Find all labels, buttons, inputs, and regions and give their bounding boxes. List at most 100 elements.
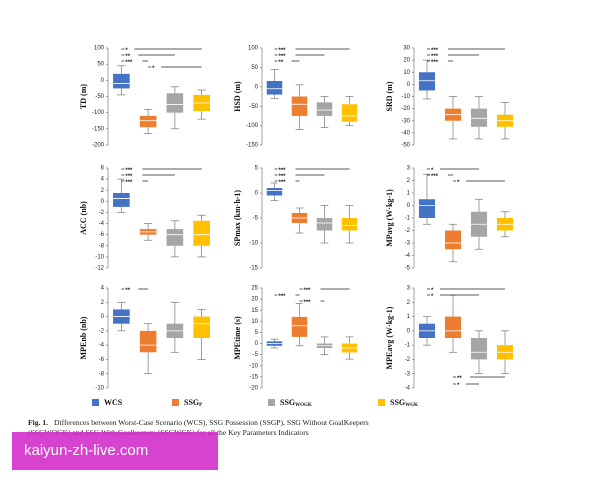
y-tick-label: -50 [401,143,410,149]
y-tick-label: 2 [407,178,411,184]
legend-swatch [268,399,275,406]
y-tick-label: -20 [249,386,258,392]
legend-sub: WOGK [295,403,312,408]
label-bg [430,52,448,58]
y-tick-label: -40 [401,130,410,136]
significance-label: *** [279,174,287,180]
box [113,73,130,89]
y-tick-label: 0 [101,314,105,320]
box [193,316,210,338]
label-bg [277,46,296,52]
significance-label: ** [457,376,462,382]
y-tick-label: 30 [403,46,410,52]
y-tick-label: 2 [407,300,411,306]
y-tick-label: 2 [101,300,105,306]
legend-name: SSG [184,398,199,407]
significance-label: *** [279,54,287,60]
box [291,96,308,116]
y-axis-label: MPEtime (s) [233,316,242,360]
label-bg [124,172,143,178]
label-bg [124,178,143,184]
y-tick-label: -12 [95,266,104,272]
y-tick-label: -4 [405,253,411,259]
y-tick-label: 5 [255,330,259,336]
label-bg [456,374,470,380]
y-tick-label: 0 [407,203,411,209]
significance-label: *** [431,48,439,54]
y-tick-label: -200 [92,143,105,149]
significance-label: * [431,168,434,174]
y-tick-label: -100 [246,123,259,129]
box [266,188,283,196]
significance-label: ** [125,288,130,294]
significance-label: *** [304,288,312,294]
y-axis-label: SPmax (km·h-1) [233,190,242,247]
y-tick-label: 0 [101,199,105,205]
y-tick-label: -150 [92,126,105,132]
significance-label: ** [279,60,284,66]
y-tick-label: -10 [95,254,104,260]
legend-label: WCS [104,398,123,407]
significance-label: * [125,48,128,54]
label-bg [277,292,296,298]
box [470,338,488,360]
y-tick-label: 1 [407,314,411,320]
y-axis-label: MPEnb (nb) [79,316,88,359]
y-tick-label: 2 [101,188,105,194]
legend-name: SSG [390,398,405,407]
significance-label: *** [431,174,439,180]
label-bg [124,52,139,58]
y-tick-label: -4 [99,343,105,349]
box [316,218,333,231]
legend-label: SSGWOGK [280,398,312,408]
label-bg [430,58,448,64]
y-tick-label: 20 [251,297,258,303]
y-axis-label: ACC (nb) [79,201,88,235]
label-bg [151,64,162,70]
y-tick-label: -100 [92,110,105,116]
label-bg [456,178,466,184]
box [113,193,130,207]
y-tick-label: 10 [251,319,258,325]
y-tick-label: -20 [401,106,410,112]
box [266,80,283,95]
significance-label: *** [279,180,287,186]
box [341,104,358,122]
box [193,220,210,246]
y-axis-label: HSD (m) [233,81,242,112]
legend-swatch [172,399,179,406]
label-bg [456,381,466,387]
label-bg [277,52,296,58]
y-tick-label: -5 [405,266,411,272]
y-tick-label: -6 [99,232,105,238]
label-bg [430,286,440,292]
label-bg [124,58,143,64]
y-tick-label: 1 [407,191,411,197]
y-tick-label: 6 [101,166,105,172]
y-tick-label: 0 [255,341,259,347]
label-bg [277,178,296,184]
y-tick-label: 100 [94,46,105,52]
significance-label: *** [125,174,133,180]
box [418,72,436,91]
box [444,230,462,250]
legend-swatch [92,399,99,406]
label-bg [277,166,296,172]
y-tick-label: -15 [249,374,258,380]
y-tick-label: -10 [401,94,410,100]
label-bg [430,292,440,298]
y-tick-label: 15 [251,308,258,314]
significance-label: *** [125,60,133,66]
box [139,330,157,353]
legend-swatch [378,399,385,406]
label-bg [430,166,440,172]
significance-label: ** [125,54,130,60]
y-tick-label: 25 [251,286,258,292]
y-tick-label: 3 [407,286,411,292]
y-tick-label: -5 [253,216,259,222]
y-tick-label: 0 [407,328,411,334]
y-tick-label: 0 [101,78,105,84]
label-bg [277,58,292,64]
legend-label: SSGWGK [390,398,418,408]
y-tick-label: -50 [95,94,104,100]
